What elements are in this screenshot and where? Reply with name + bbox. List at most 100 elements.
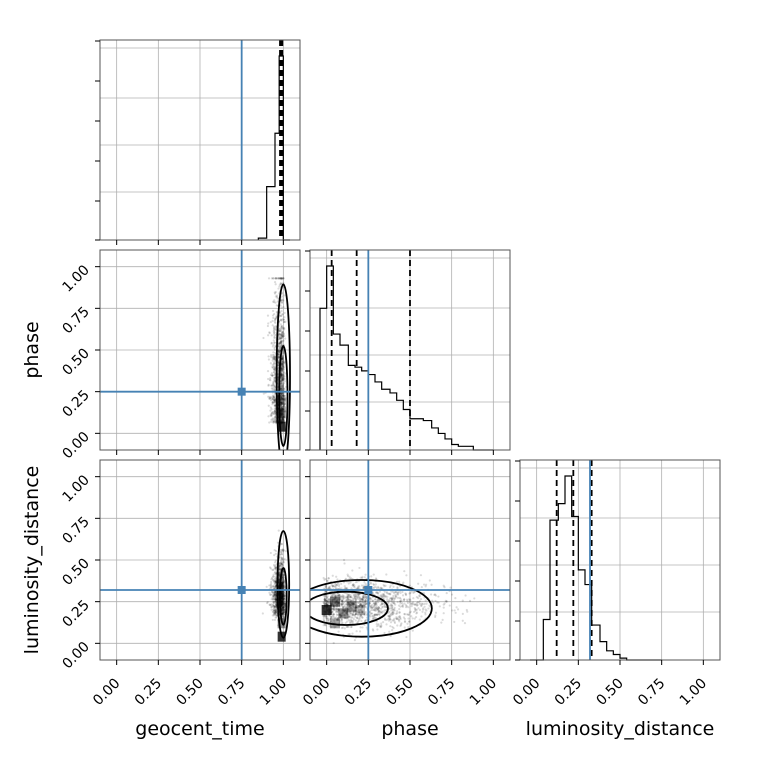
scatter-point [348, 602, 351, 606]
scatter-point [274, 366, 277, 369]
scatter-point [405, 574, 408, 577]
scatter-point [272, 383, 275, 387]
scatter-point [415, 608, 418, 611]
scatter-point [331, 613, 334, 616]
scatter-point [281, 334, 284, 337]
scatter-point [370, 607, 373, 610]
scatter-point [281, 595, 284, 598]
scatter-point [346, 625, 349, 628]
scatter-point [277, 342, 280, 346]
scatter-point [337, 618, 340, 621]
scatter-point [282, 594, 285, 598]
scatter-point [280, 360, 284, 363]
scatter-point [357, 585, 360, 588]
scatter-point [350, 601, 354, 605]
scatter-point [374, 597, 377, 601]
scatter-point [273, 586, 276, 589]
scatter-point [280, 597, 283, 600]
scatter-point [280, 411, 283, 414]
scatter-point [354, 581, 357, 584]
scatter-point [325, 602, 328, 606]
scatter-point [273, 577, 277, 581]
scatter-point [423, 605, 426, 608]
scatter-point [283, 388, 286, 391]
scatter-point [281, 584, 285, 587]
scatter-point [323, 595, 326, 598]
scatter-point [337, 618, 340, 622]
scatter-point [281, 609, 284, 612]
scatter-point [271, 418, 274, 421]
scatter-point [273, 611, 276, 614]
scatter-point [364, 599, 367, 602]
scatter-point [353, 596, 357, 599]
scatter-point [280, 327, 284, 330]
scatter-point [358, 566, 361, 570]
density-block [277, 605, 286, 615]
scatter-point [327, 586, 331, 589]
scatter-point [390, 611, 394, 614]
scatter-point [374, 609, 377, 612]
density-block [277, 395, 286, 405]
scatter-point [365, 603, 368, 606]
scatter-point [364, 602, 367, 605]
scatter-point [280, 370, 283, 373]
scatter-point [392, 612, 395, 615]
scatter-point [273, 583, 276, 586]
scatter-point [347, 616, 351, 619]
scatter-point [282, 576, 285, 579]
scatter-point [280, 335, 283, 338]
scatter-point [399, 591, 402, 595]
scatter-point [409, 602, 413, 605]
scatter-point [372, 617, 375, 620]
scatter-point [274, 582, 277, 585]
scatter-point [274, 416, 277, 419]
scatter-point [282, 366, 285, 369]
scatter-point [350, 587, 353, 590]
scatter-point [352, 597, 355, 600]
scatter-point [273, 609, 276, 612]
truth-marker [237, 586, 246, 594]
scatter-point [268, 395, 271, 398]
scatter-point [357, 587, 360, 590]
scatter-point [273, 346, 276, 350]
scatter-point [363, 576, 366, 579]
scatter-point [275, 610, 278, 613]
scatter-point [340, 603, 344, 606]
y-tick-label: 0.25 [59, 597, 92, 630]
scatter-point [336, 618, 339, 621]
scatter-point [269, 582, 273, 585]
scatter-point [348, 620, 351, 623]
scatter-point [339, 602, 343, 606]
scatter-point [280, 375, 283, 379]
scatter-point [408, 600, 411, 603]
scatter-point [325, 590, 328, 593]
scatter-point [379, 595, 382, 598]
scatter-point [357, 593, 360, 596]
scatter-point [330, 615, 333, 618]
scatter-point [383, 605, 387, 608]
scatter-point [324, 590, 327, 594]
x-tick-label: 0.00 [90, 676, 123, 709]
scatter-point [281, 604, 284, 607]
scatter-point [280, 366, 283, 370]
scatter-point [282, 331, 285, 334]
scatter-point [281, 355, 284, 358]
scatter-point [281, 407, 284, 410]
scatter-point [356, 616, 359, 619]
scatter-point [281, 581, 284, 584]
scatter-point [280, 563, 284, 566]
scatter-point [282, 413, 285, 416]
scatter-point [358, 614, 361, 617]
scatter-point [380, 595, 384, 599]
scatter-point [271, 593, 274, 596]
scatter-point [274, 608, 277, 611]
scatter-point [273, 301, 276, 304]
scatter-point [396, 593, 400, 596]
scatter-point [281, 361, 284, 364]
scatter-point [394, 603, 397, 606]
scatter-point [281, 408, 284, 411]
scatter-point [281, 313, 284, 316]
scatter-point [271, 382, 275, 385]
scatter-point [361, 616, 364, 619]
scatter-point [281, 606, 285, 609]
